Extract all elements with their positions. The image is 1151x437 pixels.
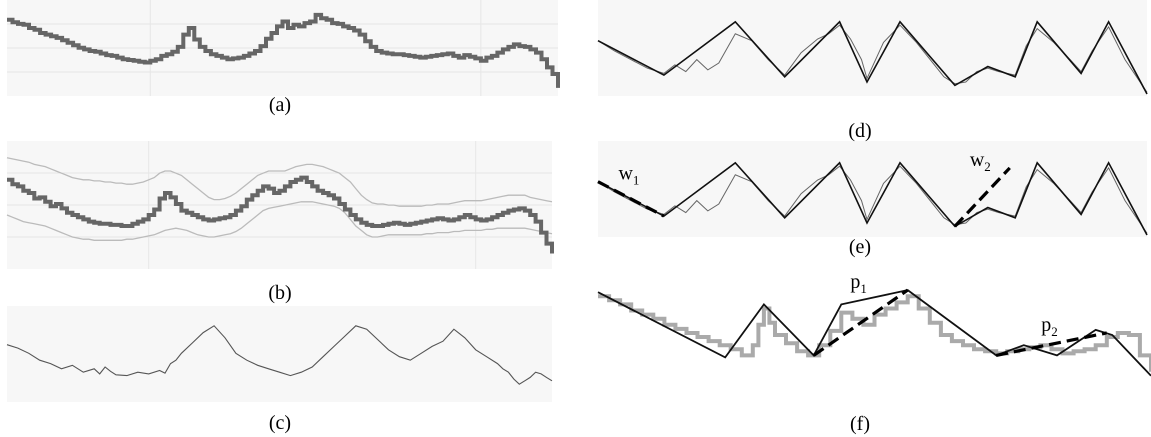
panel-f-dashed-p1	[812, 288, 909, 357]
panel-f-label-p1: p1	[850, 271, 867, 296]
panel-d-background	[598, 0, 1147, 96]
caption-d: (d)	[848, 120, 871, 142]
caption-c: (c)	[269, 412, 291, 434]
panel-d	[597, 0, 1148, 96]
panel-b	[6, 141, 554, 269]
panel-b-lower-band	[6, 201, 553, 241]
panel-c	[6, 306, 553, 402]
panel-f-label-p2: p2	[1041, 314, 1058, 339]
panel-c-smoothed-series	[6, 325, 553, 385]
caption-a: (a)	[269, 94, 291, 116]
panel-b-upper-band	[6, 157, 553, 207]
panel-f: p1 p2	[597, 271, 1151, 377]
caption-f: (f)	[850, 413, 870, 435]
caption-b: (b)	[268, 282, 291, 304]
panel-f-zigzag-series	[597, 289, 1151, 377]
panel-c-background	[7, 306, 552, 402]
caption-e: (e)	[849, 236, 871, 258]
panel-b-price-series	[7, 175, 554, 254]
panel-f-dashed-p2	[995, 331, 1108, 357]
panel-e-zigzag-series	[597, 161, 1148, 236]
panel-e-background	[598, 141, 1147, 237]
panel-a	[7, 0, 560, 96]
panel-f-price-series	[598, 294, 1151, 372]
panel-d-raw-series	[597, 24, 1148, 93]
panel-e-dashed-w2	[953, 166, 1011, 228]
panel-e-dashed-w1	[597, 180, 665, 218]
panel-e-raw-series	[597, 165, 1148, 234]
panel-d-zigzag-series	[597, 20, 1148, 95]
panel-a-price-series	[7, 12, 560, 88]
